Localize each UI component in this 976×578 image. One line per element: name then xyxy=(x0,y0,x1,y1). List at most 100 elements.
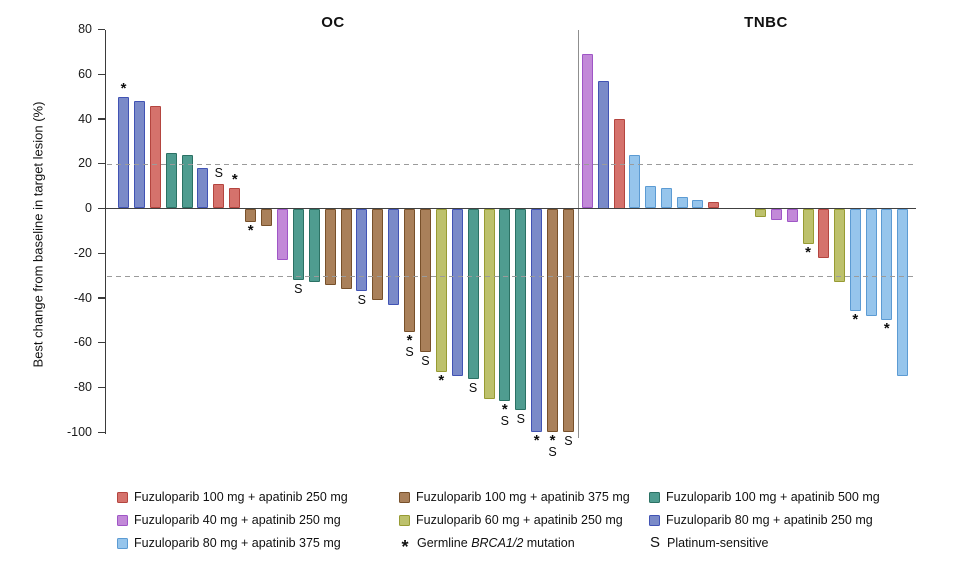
tnbc-bar-15 xyxy=(802,208,814,245)
tnbc-bar-2 xyxy=(597,81,609,209)
legend-column-2: Fuzuloparib 100 mg + apatinib 375 mg Fuz… xyxy=(399,490,630,558)
asterisk-icon: * xyxy=(401,537,409,558)
reference-line--30 xyxy=(106,275,916,277)
legend-swatch-olive xyxy=(399,514,410,526)
oc-bar-6 xyxy=(197,168,209,209)
platinum-mark: S xyxy=(500,413,509,428)
panel-separator-line xyxy=(577,30,579,438)
legend-item-fuzu60-apa250: Fuzuloparib 60 mg + apatinib 250 mg xyxy=(399,513,630,528)
brca-mark: * xyxy=(533,432,540,450)
tnbc-bar-12 xyxy=(755,208,767,218)
brca-mark: * xyxy=(501,400,508,418)
legend-label: Fuzuloparib 80 mg + apatinib 375 mg xyxy=(134,536,341,551)
panel-title-tnbc: TNBC xyxy=(744,14,788,31)
legend-item-fuzu100-apa500: Fuzuloparib 100 mg + apatinib 500 mg xyxy=(649,490,880,505)
y-tick-label: -100 xyxy=(66,424,92,439)
brca-mark: * xyxy=(231,171,238,189)
legend-item-brca-mutation: * Germline BRCA1/2 mutation xyxy=(399,536,630,558)
legend-item-fuzu40-apa250: Fuzuloparib 40 mg + apatinib 250 mg xyxy=(117,513,348,528)
oc-bar-18 xyxy=(388,208,400,305)
oc-bar-28 xyxy=(547,208,558,433)
y-tick-label: 40 xyxy=(78,111,92,126)
oc-bar-14 xyxy=(324,208,336,285)
y-tick-label: 0 xyxy=(85,201,92,215)
tnbc-bar-1 xyxy=(582,54,593,209)
legend-label: Fuzuloparib 60 mg + apatinib 250 mg xyxy=(416,513,623,528)
legend-item-fuzu80-apa375: Fuzuloparib 80 mg + apatinib 375 mg xyxy=(117,536,348,551)
platinum-mark: S xyxy=(548,445,557,460)
legend-item-fuzu100-apa375: Fuzuloparib 100 mg + apatinib 375 mg xyxy=(399,490,630,505)
platinum-mark: S xyxy=(468,380,478,395)
legend-item-fuzu100-apa250: Fuzuloparib 100 mg + apatinib 250 mg xyxy=(117,490,348,505)
brca-mark: * xyxy=(120,79,127,97)
y-tick-label: -20 xyxy=(73,245,92,260)
legend-label: Fuzuloparib 40 mg + apatinib 250 mg xyxy=(134,513,341,528)
y-tick-mark xyxy=(98,118,105,120)
platinum-mark: S xyxy=(516,411,525,426)
reference-line-20 xyxy=(106,163,916,165)
brca-mark: * xyxy=(406,331,413,349)
y-tick-label: -40 xyxy=(73,290,92,305)
brca-mark: * xyxy=(247,221,254,239)
oc-bar-26 xyxy=(515,208,527,410)
y-tick-mark xyxy=(98,207,105,210)
y-tick-mark xyxy=(98,297,105,299)
brca-mark: * xyxy=(852,311,859,329)
legend-label: Germline BRCA1/2 mutation xyxy=(417,536,575,551)
legend-label: Fuzuloparib 100 mg + apatinib 500 mg xyxy=(666,490,880,505)
oc-bar-24 xyxy=(483,208,495,399)
oc-bar-11 xyxy=(276,208,288,260)
legend-column-1: Fuzuloparib 100 mg + apatinib 250 mg Fuz… xyxy=(117,490,348,551)
tnbc-bar-14 xyxy=(786,208,798,222)
legend-column-3: Fuzuloparib 100 mg + apatinib 500 mg Fuz… xyxy=(649,490,880,551)
tnbc-bar-16 xyxy=(818,208,830,258)
oc-bar-10 xyxy=(261,208,272,227)
legend-swatch-red xyxy=(117,491,128,503)
legend-item-fuzu80-apa250: Fuzuloparib 80 mg + apatinib 250 mg xyxy=(649,513,880,528)
oc-bar-13 xyxy=(308,208,320,283)
y-tick-label: -80 xyxy=(73,380,92,394)
platinum-mark: S xyxy=(214,165,223,180)
legend-label: Fuzuloparib 100 mg + apatinib 375 mg xyxy=(416,490,630,505)
y-tick-mark xyxy=(98,73,105,75)
y-tick-mark xyxy=(98,163,105,165)
oc-bar-23 xyxy=(467,208,479,379)
y-tick-label: -60 xyxy=(73,335,92,350)
platinum-mark: S xyxy=(564,434,573,449)
legend-swatch-purple xyxy=(117,514,128,526)
legend-swatch-lightblue xyxy=(117,537,128,549)
oc-bar-2 xyxy=(133,101,145,209)
oc-bar-1 xyxy=(118,96,129,209)
legend-swatch-blue xyxy=(649,514,660,526)
oc-bar-4 xyxy=(165,152,177,209)
legend-item-platinum-sensitive: S Platinum-sensitive xyxy=(649,535,880,551)
oc-bar-3 xyxy=(149,105,161,209)
tnbc-bar-20 xyxy=(881,208,893,321)
oc-bar-12 xyxy=(292,208,304,281)
legend-label: Platinum-sensitive xyxy=(667,536,769,551)
oc-bar-29 xyxy=(562,208,574,433)
y-tick-mark xyxy=(98,342,105,344)
y-tick-mark xyxy=(98,252,105,254)
panel-title-oc: OC xyxy=(321,14,345,31)
oc-bar-17 xyxy=(372,208,384,301)
y-axis-line xyxy=(104,30,107,434)
legend-label: Fuzuloparib 80 mg + apatinib 250 mg xyxy=(666,513,873,528)
y-tick-mark xyxy=(98,386,105,389)
platinum-mark: S xyxy=(357,293,366,308)
oc-bar-25 xyxy=(499,208,511,401)
y-tick-label: 20 xyxy=(78,156,92,171)
oc-bar-19 xyxy=(404,208,415,332)
legend-swatch-brown xyxy=(399,491,410,503)
legend-label: Fuzuloparib 100 mg + apatinib 250 mg xyxy=(134,490,348,505)
brca-mark: * xyxy=(805,244,811,262)
oc-bar-8 xyxy=(229,188,241,209)
platinum-mark: S xyxy=(294,282,303,297)
oc-bar-21 xyxy=(435,208,447,372)
tnbc-bar-18 xyxy=(849,208,861,312)
brca-mark: * xyxy=(549,432,556,450)
tnbc-bar-19 xyxy=(865,208,877,316)
oc-bar-16 xyxy=(356,208,368,292)
